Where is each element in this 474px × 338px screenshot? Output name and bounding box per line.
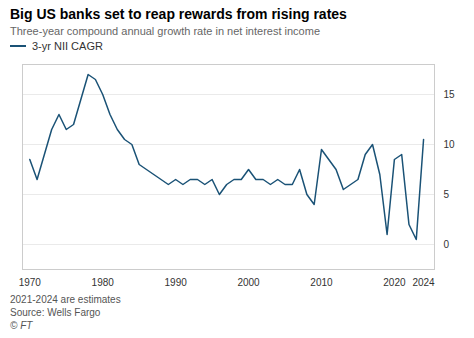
svg-text:2000: 2000 bbox=[237, 277, 260, 288]
svg-text:0: 0 bbox=[444, 239, 450, 250]
svg-text:2024: 2024 bbox=[412, 277, 435, 288]
svg-text:2020: 2020 bbox=[383, 277, 406, 288]
html-text:Source: Wells Fargo: Source: Wells Fargo bbox=[10, 307, 101, 318]
svg-text:1970: 1970 bbox=[19, 277, 42, 288]
svg-text:10: 10 bbox=[444, 139, 456, 150]
html-text:2021-2024 are estimates: 2021-2024 are estimates bbox=[10, 294, 121, 305]
svg-text:2010: 2010 bbox=[310, 277, 333, 288]
html-text:© FT: © FT bbox=[10, 320, 33, 331]
html-text:Three-year compound annual gro: Three-year compound annual growth rate i… bbox=[10, 25, 320, 37]
svg-text:1980: 1980 bbox=[92, 277, 115, 288]
svg-text:15: 15 bbox=[444, 89, 456, 100]
svg-text:1990: 1990 bbox=[165, 277, 188, 288]
svg-text:5: 5 bbox=[444, 189, 450, 200]
html-text:3-yr NII CAGR: 3-yr NII CAGR bbox=[32, 40, 103, 52]
html-text:Big US banks set to reap rewar: Big US banks set to reap rewards from ri… bbox=[10, 6, 347, 22]
